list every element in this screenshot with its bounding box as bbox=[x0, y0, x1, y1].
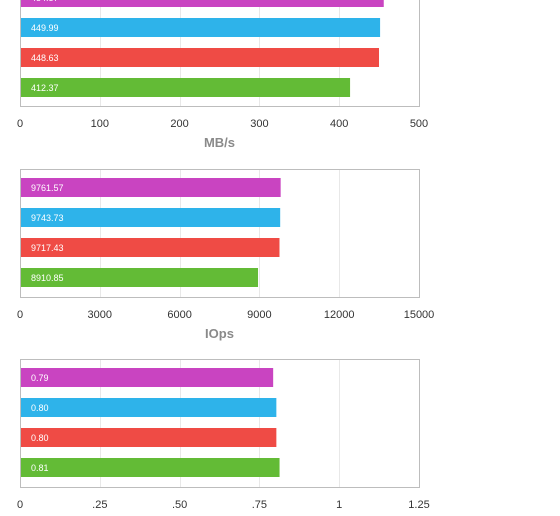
bar-green bbox=[21, 268, 259, 287]
bar-value-label: 0.81 bbox=[31, 463, 49, 473]
x-tick-label: 0 bbox=[17, 309, 23, 321]
bar-green bbox=[21, 78, 351, 97]
x-tick-label: 0 bbox=[17, 118, 23, 130]
bar-value-label: 448.63 bbox=[31, 53, 59, 63]
x-tick-label: 3000 bbox=[88, 309, 112, 321]
x-tick-label: 0 bbox=[17, 499, 23, 511]
x-tick-label: 100 bbox=[91, 118, 109, 130]
x-tick-label: 1.25 bbox=[408, 499, 429, 511]
bar-magenta bbox=[21, 178, 281, 197]
x-tick-label: 6000 bbox=[167, 309, 191, 321]
bar-value-label: 449.99 bbox=[31, 23, 59, 33]
x-tick-label: 200 bbox=[170, 118, 188, 130]
bar-blue bbox=[21, 398, 277, 417]
x-axis-title: IOps bbox=[205, 326, 234, 341]
bar-value-label: 0.80 bbox=[31, 433, 49, 443]
bar-blue bbox=[21, 208, 281, 227]
bar-value-label: 454.57 bbox=[31, 0, 59, 3]
bar-red bbox=[21, 428, 277, 447]
bar-value-label: 9761.57 bbox=[31, 183, 64, 193]
x-tick-label: 9000 bbox=[247, 309, 271, 321]
x-tick-label: 12000 bbox=[324, 309, 355, 321]
x-tick-label: 1 bbox=[336, 499, 342, 511]
chart-3: 0.79 0.80 0.80 0.81 0 .25 .50 .75 1 1.25 bbox=[17, 359, 430, 511]
x-tick-label: .50 bbox=[172, 499, 187, 511]
bar-blue bbox=[21, 18, 381, 37]
chart-1: 454.57 449.99 448.63 412.37 0 100 200 300 400 500… bbox=[17, 0, 428, 150]
bar-green bbox=[21, 458, 280, 477]
bar-magenta bbox=[21, 368, 274, 387]
x-tick-label: 400 bbox=[330, 118, 348, 130]
x-tick-label: 15000 bbox=[404, 309, 435, 321]
bar-value-label: 9717.43 bbox=[31, 243, 64, 253]
bar-magenta bbox=[21, 0, 384, 7]
x-tick-label: .25 bbox=[92, 499, 107, 511]
bar-value-label: 412.37 bbox=[31, 83, 59, 93]
x-tick-label: .75 bbox=[252, 499, 267, 511]
bar-value-label: 8910.85 bbox=[31, 273, 64, 283]
chart-2: 9761.57 9743.73 9717.43 8910.85 0 3000 6000 900… bbox=[17, 169, 435, 341]
bar-red bbox=[21, 48, 380, 67]
x-tick-label: 300 bbox=[250, 118, 268, 130]
bar-value-label: 0.79 bbox=[31, 373, 49, 383]
x-axis-title: MB/s bbox=[204, 135, 235, 150]
bar-value-label: 0.80 bbox=[31, 403, 49, 413]
bar-red bbox=[21, 238, 280, 257]
bar-value-label: 9743.73 bbox=[31, 213, 64, 223]
x-tick-label: 500 bbox=[410, 118, 428, 130]
